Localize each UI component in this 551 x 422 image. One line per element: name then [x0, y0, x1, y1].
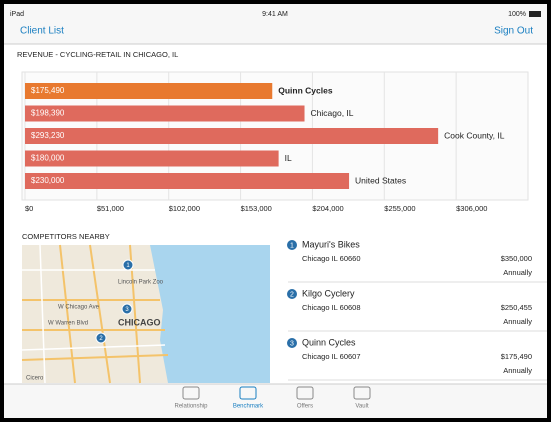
rank-number: 3	[290, 340, 294, 347]
competitor-period: Annually	[503, 268, 532, 277]
competitor-name[interactable]: Mayuri's Bikes	[302, 239, 360, 249]
tab-label[interactable]: Vault	[355, 404, 369, 410]
map-pin-number: 1	[126, 263, 130, 269]
sign-out-button[interactable]: Sign Out	[494, 26, 533, 37]
bar	[25, 150, 279, 167]
tab-label[interactable]: Benchmark	[233, 404, 264, 410]
chart-title: REVENUE - CYCLING-RETAIL IN CHICAGO, IL	[17, 50, 178, 59]
battery-text: 100%	[508, 11, 526, 18]
competitor-revenue: $175,490	[501, 352, 532, 361]
section-title: COMPETITORS NEARBY	[22, 232, 110, 241]
competitor-revenue: $250,455	[501, 303, 532, 312]
map-label: W Chicago Ave	[58, 305, 100, 311]
competitor-name[interactable]: Kilgo Cyclery	[302, 288, 355, 298]
map-label: W Warren Blvd	[48, 321, 88, 327]
map-pin[interactable]	[95, 332, 107, 344]
x-tick-label: $204,000	[312, 204, 343, 213]
rank-badge	[287, 338, 297, 348]
category-label: Chicago, IL	[311, 108, 354, 118]
tab-icon[interactable]	[353, 386, 371, 400]
top-bar	[4, 4, 547, 44]
competitor-revenue: $350,000	[501, 254, 532, 263]
competitor-address: Chicago IL 60607	[302, 352, 361, 361]
value-label: $175,490	[31, 86, 65, 95]
bar	[25, 105, 305, 122]
tab-bar	[4, 384, 547, 418]
map-pin-number: 2	[99, 336, 103, 342]
x-tick-label: $0	[25, 204, 33, 213]
value-label: $230,000	[31, 176, 65, 185]
rank-number: 2	[290, 291, 294, 298]
value-label: $293,230	[31, 131, 65, 140]
rank-badge	[287, 240, 297, 250]
category-label: Quinn Cycles	[278, 85, 333, 95]
category-label: IL	[285, 153, 292, 163]
value-label: $180,000	[31, 154, 65, 163]
value-label: $198,390	[31, 109, 65, 118]
rank-number: 1	[290, 242, 294, 249]
x-tick-label: $306,000	[456, 204, 487, 213]
roads	[21, 244, 169, 384]
tab-label[interactable]: Relationship	[174, 404, 208, 410]
map-pin[interactable]	[122, 259, 134, 271]
map-pin-number: 3	[125, 307, 129, 313]
streets	[21, 244, 166, 384]
rank-badge	[287, 289, 297, 299]
bar	[25, 173, 350, 189]
clock: 9:41 AM	[262, 11, 288, 18]
x-tick-label: $102,000	[169, 204, 200, 213]
tab-icon[interactable]	[182, 386, 200, 400]
x-tick-label: $153,000	[241, 204, 272, 213]
map-pin[interactable]	[121, 303, 133, 315]
battery-icon	[529, 11, 541, 17]
device-name: iPad	[10, 11, 24, 18]
lake	[150, 245, 270, 383]
competitor-period: Annually	[503, 317, 532, 326]
competitor-name[interactable]: Quinn Cycles	[302, 337, 356, 347]
x-tick-label: $255,000	[384, 204, 415, 213]
bar	[25, 83, 273, 99]
bar	[25, 128, 439, 144]
x-tick-label: $51,000	[97, 204, 124, 213]
back-button[interactable]: Client List	[20, 26, 64, 37]
tab-icon[interactable]	[239, 386, 257, 400]
category-label: United States	[355, 175, 406, 185]
map	[21, 244, 270, 384]
competitor-address: Chicago IL 60608	[302, 303, 361, 312]
map-label: Cicero	[26, 376, 44, 382]
competitor-address: Chicago IL 60660	[302, 254, 361, 263]
category-label: Cook County, IL	[444, 130, 505, 140]
map-label: CHICAGO	[118, 317, 161, 327]
tab-label[interactable]: Offers	[297, 404, 313, 410]
tab-icon[interactable]	[296, 386, 314, 400]
map-label: Lincoln Park Zoo	[118, 280, 164, 286]
competitor-period: Annually	[503, 366, 532, 375]
